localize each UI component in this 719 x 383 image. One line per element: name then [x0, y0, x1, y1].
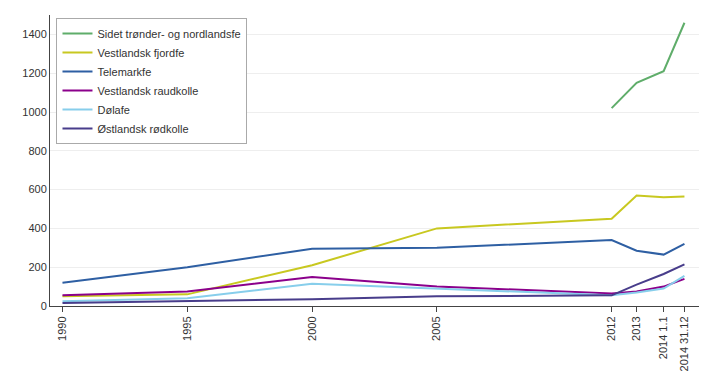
svg-text:0: 0	[41, 300, 47, 312]
svg-text:400: 400	[28, 222, 46, 234]
svg-text:Østlandsk rødkolle: Østlandsk rødkolle	[97, 123, 188, 135]
svg-text:2013: 2013	[630, 316, 642, 340]
svg-text:Vestlandsk raudkolle: Vestlandsk raudkolle	[97, 85, 198, 97]
svg-text:1200: 1200	[22, 67, 46, 79]
svg-text:Dølafe: Dølafe	[97, 104, 129, 116]
svg-text:800: 800	[28, 145, 46, 157]
svg-text:1000: 1000	[22, 106, 46, 118]
svg-text:2000: 2000	[306, 316, 318, 340]
svg-text:2014 31.12: 2014 31.12	[678, 316, 690, 371]
svg-text:1400: 1400	[22, 28, 46, 40]
svg-text:Telemarkfe: Telemarkfe	[97, 66, 151, 78]
svg-text:2012: 2012	[605, 316, 617, 340]
svg-text:1990: 1990	[56, 316, 68, 340]
svg-text:Vestlandsk fjordfe: Vestlandsk fjordfe	[97, 47, 184, 59]
svg-text:1995: 1995	[181, 316, 193, 340]
svg-text:Sidet trønder- og nordlandsfe: Sidet trønder- og nordlandsfe	[97, 28, 240, 40]
svg-text:2014 1.1: 2014 1.1	[657, 316, 669, 359]
svg-text:2005: 2005	[430, 316, 442, 340]
svg-text:200: 200	[28, 261, 46, 273]
svg-text:600: 600	[28, 183, 46, 195]
